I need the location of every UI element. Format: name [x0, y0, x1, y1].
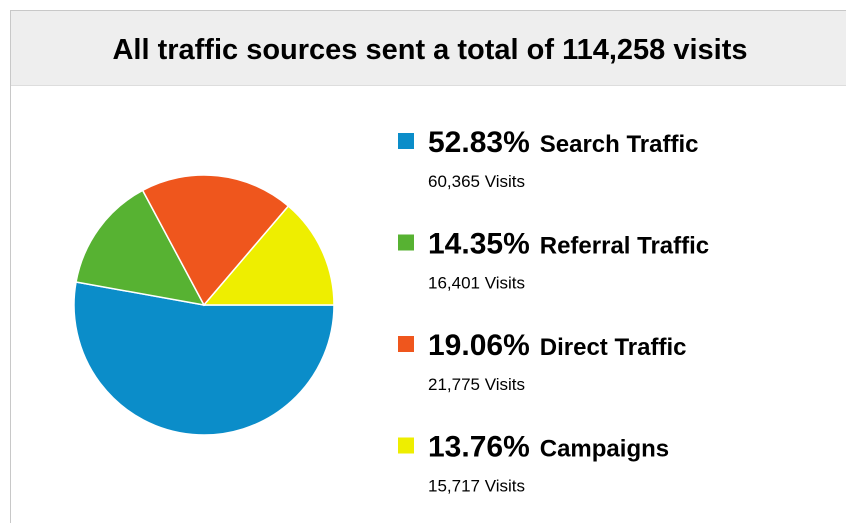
legend-visits: 60,365 Visits — [428, 172, 525, 191]
legend-swatch — [398, 336, 414, 352]
legend-visits: 21,775 Visits — [428, 375, 525, 394]
pie-slice — [202, 205, 335, 306]
legend-label: Search Traffic — [540, 131, 699, 158]
legend-entry: 19.06% Direct Traffic — [428, 329, 686, 362]
legend-swatch — [398, 437, 414, 454]
chart-title: All traffic sources sent a total of 114,… — [112, 34, 747, 66]
legend-percent: 13.76% — [428, 431, 530, 464]
header-bar — [11, 11, 846, 85]
legend-swatch — [398, 133, 414, 149]
legend-label: Campaigns — [540, 436, 669, 463]
legend-visits: 15,717 Visits — [428, 477, 525, 496]
legend-visits: 16,401 Visits — [428, 274, 525, 293]
legend-entry: 13.76% Campaigns — [428, 431, 669, 464]
legend-label: Direct Traffic — [540, 334, 687, 361]
legend-percent: 52.83% — [428, 126, 530, 159]
legend-entry: 52.83% Search Traffic — [428, 126, 699, 159]
legend-label: Referral Traffic — [540, 233, 709, 260]
pie-slice — [75, 189, 206, 307]
legend-percent: 19.06% — [428, 329, 530, 362]
pie-slice — [141, 174, 290, 307]
legend-swatch — [398, 234, 414, 251]
legend-percent: 14.35% — [428, 228, 530, 261]
pie-slice — [73, 281, 335, 436]
legend-entry: 14.35% Referral Traffic — [428, 228, 709, 261]
